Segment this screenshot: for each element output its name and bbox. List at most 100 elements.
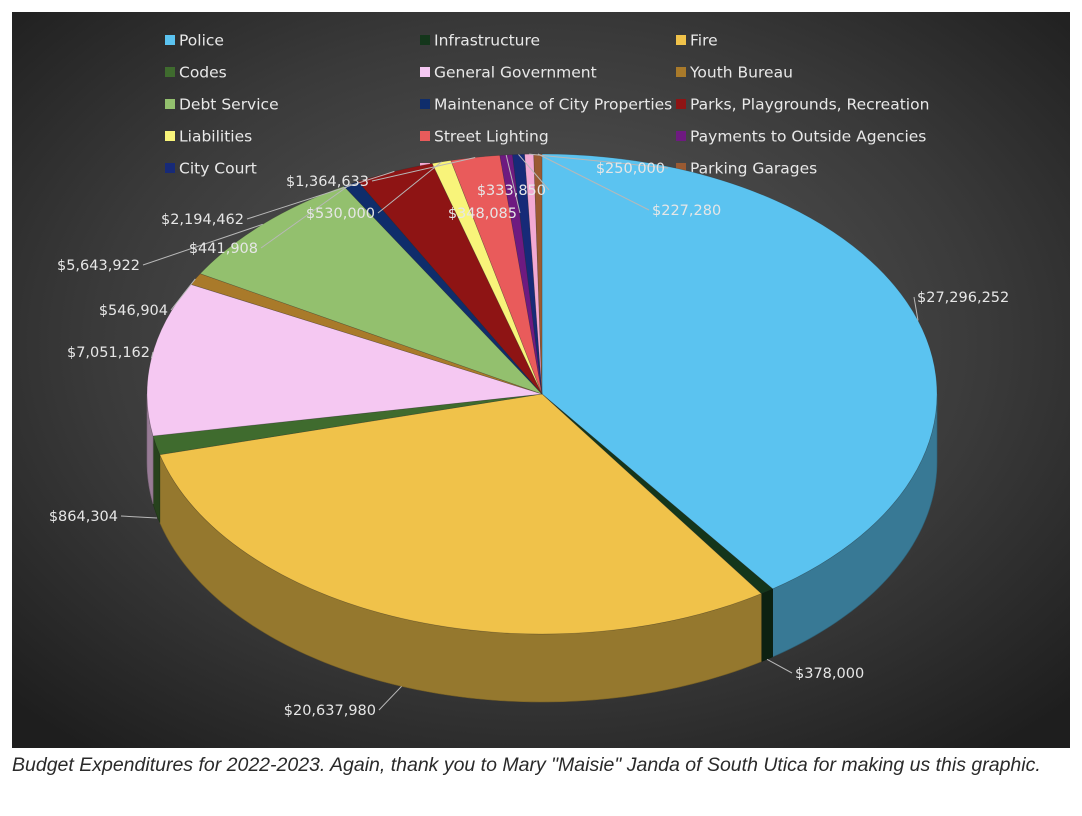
- data-label-text-maintenance-of-city-properties: $441,908: [189, 241, 258, 257]
- leader-line-youth-bureau: [170, 278, 196, 311]
- legend-swatch-police: [165, 35, 175, 45]
- slice-fire: [159, 393, 762, 635]
- leader-line-parking-garages: [537, 153, 650, 211]
- legend-swatch-youth-bureau: [676, 67, 686, 77]
- data-labels: $27,296,252 $378,000 $20,637,980 $864,304 $7…: [49, 153, 1009, 719]
- pie-top-faces: [146, 153, 938, 635]
- data-label-text-parks-playgrounds-recreation: $2,194,462: [161, 212, 244, 228]
- legend-swatch-liabilities: [165, 131, 175, 141]
- data-label-contingency-fund: $250,000: [529, 153, 669, 177]
- legend-swatch-parks-playgrounds-recreation: [676, 99, 686, 109]
- leader-line-street-lighting: [371, 157, 476, 182]
- legend-item-street-lighting: Street Lighting: [420, 128, 549, 146]
- leader-line-maintenance-of-city-properties: [260, 183, 352, 249]
- legend-label-liabilities: Liabilities: [179, 128, 252, 146]
- legend-swatch-parking-garages: [676, 163, 686, 173]
- legend-item-parks-playgrounds-recreation: Parks, Playgrounds, Recreation: [676, 96, 929, 114]
- legend-label-infrastructure: Infrastructure: [434, 32, 540, 50]
- data-label-street-lighting: $1,364,633: [286, 157, 476, 190]
- data-label-debt-service: $5,643,922: [57, 223, 263, 274]
- legend-item-fire: Fire: [676, 32, 718, 50]
- legend-swatch-maintenance-of-city-properties: [420, 99, 430, 109]
- legend-label-city-court: City Court: [179, 160, 257, 178]
- leader-line-fire: [378, 685, 402, 711]
- leader-line-payments-to-outside-agencies: [505, 154, 521, 214]
- leader-line-general-government: [150, 351, 154, 359]
- legend-item-codes: Codes: [165, 64, 227, 82]
- leader-line-parks-playgrounds-recreation: [246, 170, 395, 220]
- legend-item-payments-to-outside-agencies: Payments to Outside Agencies: [676, 128, 926, 146]
- legend-label-general-government: General Government: [434, 64, 597, 82]
- data-label-general-government: $7,051,162: [67, 345, 154, 361]
- legend-label-codes: Codes: [179, 64, 227, 82]
- legend-item-police: Police: [165, 32, 224, 50]
- data-label-text-fire: $20,637,980: [284, 703, 376, 719]
- legend-label-street-lighting: Street Lighting: [434, 128, 549, 146]
- legend-label-payments-to-outside-agencies: Payments to Outside Agencies: [690, 128, 926, 146]
- data-label-infrastructure: $378,000: [766, 658, 864, 682]
- legend-swatch-infrastructure: [420, 35, 430, 45]
- data-label-text-street-lighting: $1,364,633: [286, 174, 369, 190]
- slice-street-lighting: [450, 155, 543, 395]
- data-label-text-infrastructure: $378,000: [795, 666, 864, 682]
- slice-payments-to-outside-agencies: [499, 154, 543, 395]
- legend-label-maintenance-of-city-properties: Maintenance of City Properties: [434, 96, 672, 114]
- legend-label-fire: Fire: [690, 32, 718, 50]
- leader-line-codes: [120, 515, 158, 519]
- legend-item-debt-service: Debt Service: [165, 96, 279, 114]
- legend-swatch-fire: [676, 35, 686, 45]
- data-label-police: $27,296,252: [913, 290, 1009, 321]
- legend-item-liabilities: Liabilities: [165, 128, 252, 146]
- slice-debt-service: [199, 185, 543, 395]
- data-label-parks-playgrounds-recreation: $2,194,462: [161, 170, 395, 228]
- figure-caption: Budget Expenditures for 2022-2023. Again…: [12, 754, 1041, 776]
- slice-codes: [152, 393, 543, 455]
- data-label-city-court: $333,850: [477, 154, 550, 199]
- legend-item-city-court: City Court: [165, 160, 257, 178]
- data-label-text-contingency-fund: $250,000: [596, 161, 665, 177]
- legend-swatch-street-lighting: [420, 131, 430, 141]
- data-label-parking-garages: $227,280: [537, 153, 721, 219]
- leader-line-contingency-fund: [529, 153, 669, 169]
- leader-line-city-court: [518, 154, 550, 191]
- data-label-fire: $20,637,980: [284, 685, 402, 719]
- chart-area: Police Infrastructure Fire Codes General Gov…: [12, 12, 1070, 748]
- data-label-youth-bureau: $546,904: [99, 278, 196, 319]
- leader-line-debt-service: [142, 223, 263, 266]
- legend-swatch-debt-service: [165, 99, 175, 109]
- data-label-text-youth-bureau: $546,904: [99, 303, 168, 319]
- data-label-text-payments-to-outside-agencies: $348,085: [448, 206, 517, 222]
- slice-parks-playgrounds-recreation: [357, 163, 543, 395]
- data-label-text-police: $27,296,252: [917, 290, 1009, 306]
- legend-item-parking-garages: Parking Garages: [676, 160, 817, 178]
- data-label-codes: $864,304: [49, 509, 158, 525]
- data-label-text-parking-garages: $227,280: [652, 203, 721, 219]
- leader-line-police: [913, 296, 919, 321]
- leader-line-infrastructure: [766, 658, 793, 674]
- legend-swatch-general-government: [420, 67, 430, 77]
- data-label-text-codes: $864,304: [49, 509, 118, 525]
- slice-parking-garages: [533, 153, 543, 395]
- legend-label-parks-playgrounds-recreation: Parks, Playgrounds, Recreation: [690, 96, 929, 114]
- data-label-payments-to-outside-agencies: $348,085: [448, 154, 521, 222]
- data-label-text-general-government: $7,051,162: [67, 345, 150, 361]
- slice-side-infrastructure: [761, 588, 773, 663]
- legend-label-debt-service: Debt Service: [179, 96, 279, 114]
- pie-slices: [146, 153, 938, 703]
- slice-infrastructure: [541, 393, 774, 594]
- leader-line-liabilities: [377, 161, 442, 214]
- legend-swatch-codes: [165, 67, 175, 77]
- data-label-liabilities: $530,000: [306, 161, 442, 222]
- pie-chart: Police Infrastructure Fire Codes General Gov…: [12, 12, 1070, 748]
- legend-label-parking-garages: Parking Garages: [690, 160, 817, 178]
- legend-swatch-payments-to-outside-agencies: [676, 131, 686, 141]
- legend-item-general-government: General Government: [420, 64, 597, 82]
- legend-item-youth-bureau: Youth Bureau: [676, 64, 793, 82]
- legend-label-police: Police: [179, 32, 224, 50]
- legend-item-infrastructure: Infrastructure: [420, 32, 540, 50]
- data-label-text-debt-service: $5,643,922: [57, 258, 140, 274]
- legend-item-maintenance-of-city-properties: Maintenance of City Properties: [420, 96, 672, 114]
- data-label-text-liabilities: $530,000: [306, 206, 375, 222]
- data-label-text-city-court: $333,850: [477, 183, 546, 199]
- data-label-maintenance-of-city-properties: $441,908: [189, 183, 352, 257]
